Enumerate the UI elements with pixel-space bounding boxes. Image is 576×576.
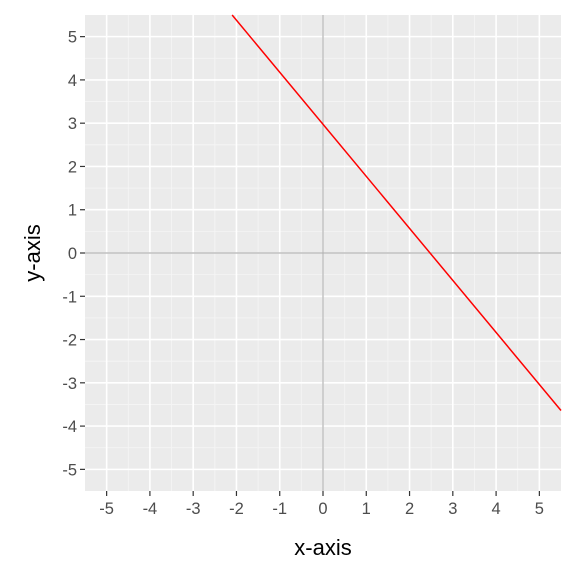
y-tick-label: -2 xyxy=(62,332,77,350)
x-tick-label: -3 xyxy=(186,500,201,518)
y-tick-label: 3 xyxy=(68,115,77,133)
series-line xyxy=(231,14,562,411)
x-tick-label: -5 xyxy=(99,500,114,518)
y-tick-label: 0 xyxy=(68,245,77,263)
x-tick-label: 5 xyxy=(535,500,544,518)
y-tick-label: 1 xyxy=(68,202,77,220)
x-tick-label: 4 xyxy=(491,500,500,518)
x-tick-label: -4 xyxy=(143,500,158,518)
reference-lines xyxy=(85,15,561,491)
y-tick-label: -4 xyxy=(62,418,77,436)
x-axis-ticks: -5 -4 -3 -2 -1 0 1 2 3 4 5 xyxy=(99,491,544,518)
x-tick-label: 0 xyxy=(318,500,327,518)
y-tick-label: 2 xyxy=(68,158,77,176)
x-axis-title: x-axis xyxy=(294,535,351,560)
x-tick-label: -1 xyxy=(272,500,287,518)
y-tick-label: -5 xyxy=(62,461,77,479)
x-tick-label: 3 xyxy=(448,500,457,518)
y-tick-label: -3 xyxy=(62,375,77,393)
y-tick-label: -1 xyxy=(62,288,77,306)
y-axis-title: y-axis xyxy=(20,224,45,281)
y-axis-ticks: -5 -4 -3 -2 -1 0 1 2 3 4 5 xyxy=(62,29,85,479)
series-layer xyxy=(231,14,562,411)
x-tick-label: 1 xyxy=(362,500,371,518)
x-tick-label: -2 xyxy=(229,500,244,518)
y-tick-label: 4 xyxy=(68,72,77,90)
y-tick-label: 5 xyxy=(68,29,77,47)
x-tick-label: 2 xyxy=(405,500,414,518)
